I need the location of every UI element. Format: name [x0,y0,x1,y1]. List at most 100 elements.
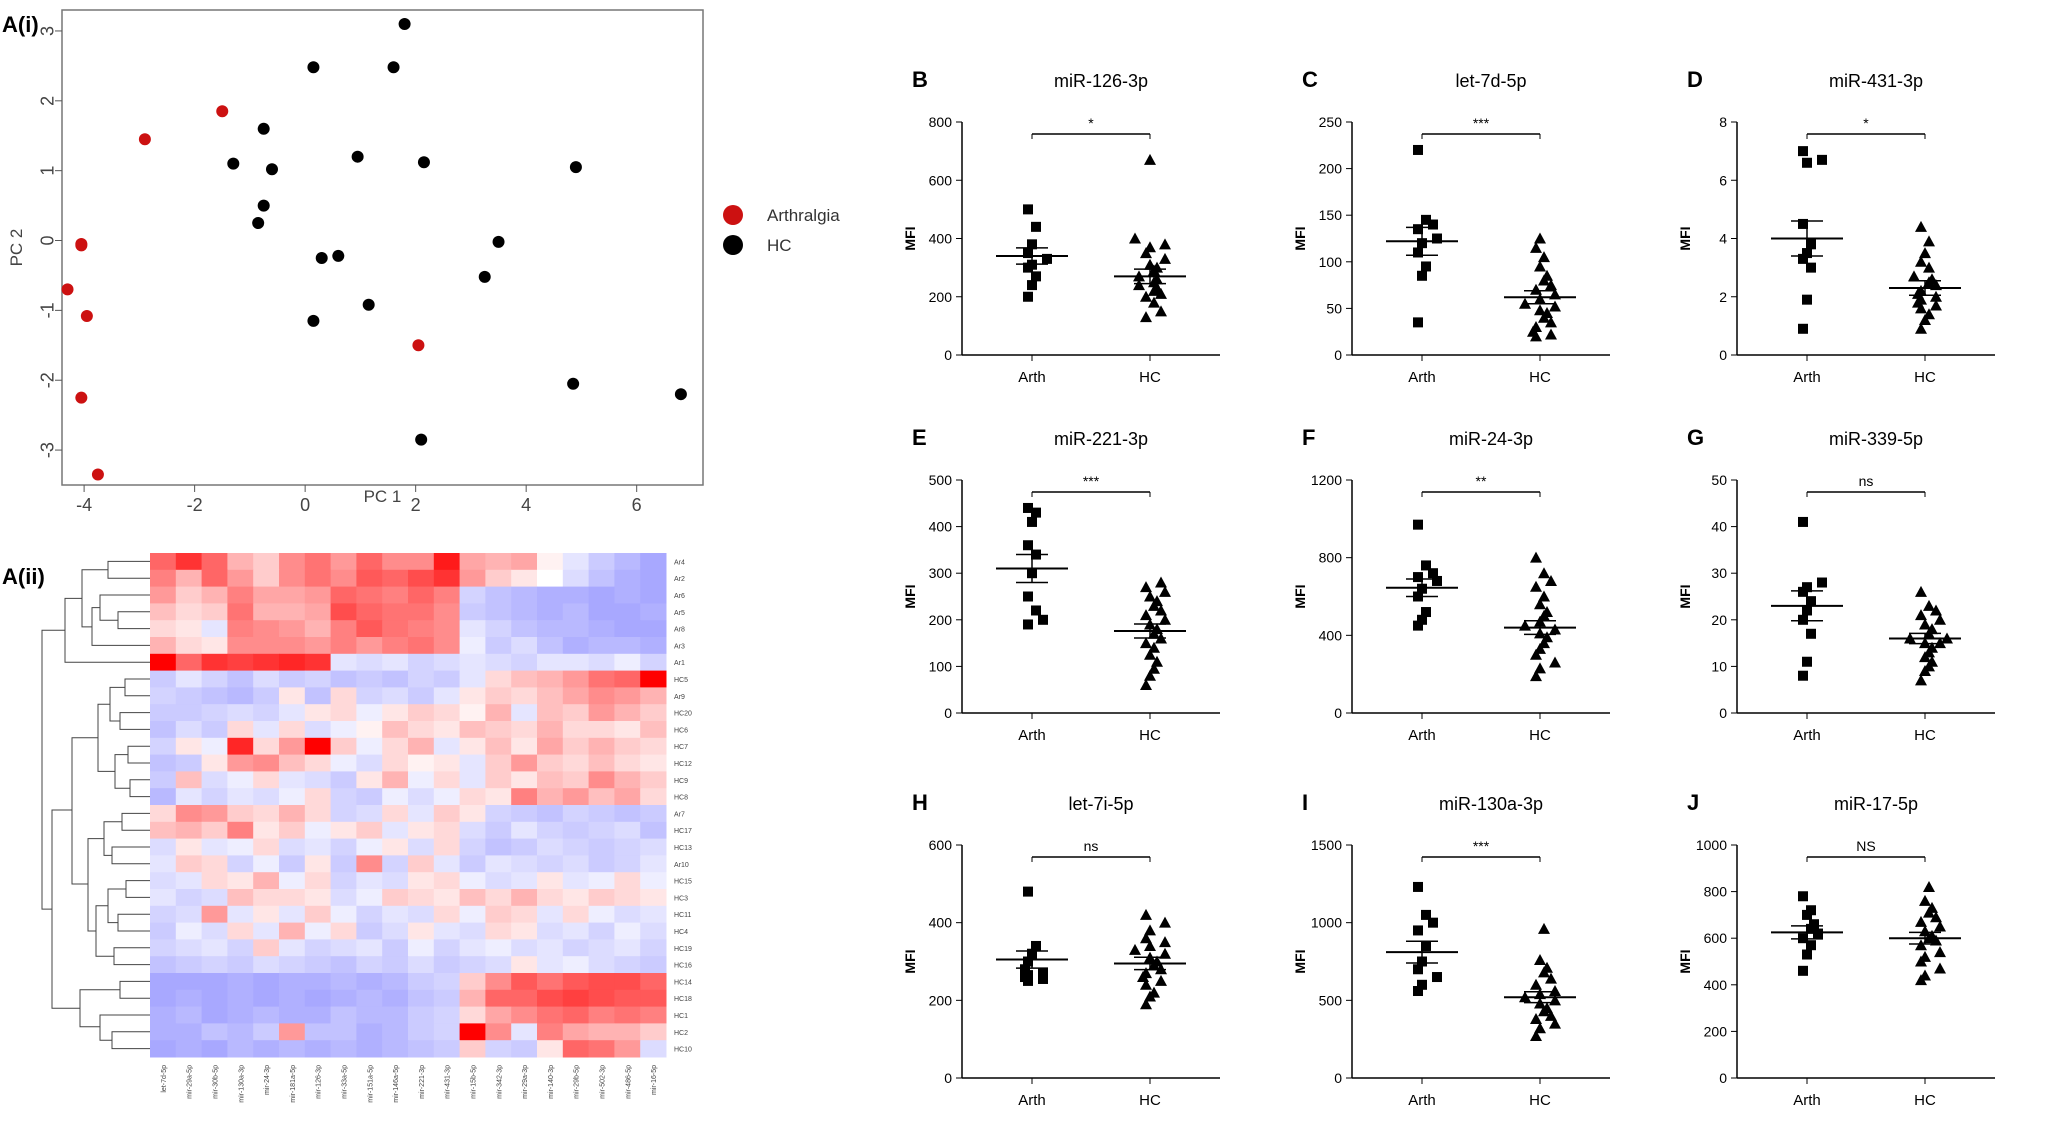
heatmap-cell [227,905,254,924]
heatmap-cell [511,838,538,856]
heatmap-cell [614,1023,641,1041]
heatmap-cell [485,855,512,873]
heatmap-cell [330,737,357,756]
y-tick-label: 0 [944,1070,952,1086]
heatmap-cell [511,872,538,890]
y-axis-label: MFI [902,226,918,250]
data-point-hc [1148,641,1160,653]
dendrogram-branch [99,1014,150,1041]
y-tick-label: 8 [1719,114,1727,130]
heatmap-cell [253,821,280,840]
heatmap-cell [485,1023,512,1041]
heatmap-cell [227,872,254,890]
heatmap-cell [433,872,461,890]
heatmap-cell [201,603,228,621]
data-point-arth [1798,253,1808,264]
heatmap-cell [433,905,461,924]
data-point-hc [1934,920,1946,932]
heatmap-cell [356,754,383,772]
heatmap-cell [356,771,383,789]
heatmap-cell [227,805,254,823]
data-point-hc [1541,606,1553,618]
y-tick-label: 400 [929,915,953,931]
heatmap-cell [459,872,486,890]
heatmap-cell [485,838,512,856]
heatmap-cell [408,889,435,907]
data-point-hc [1538,922,1550,934]
heatmap-cell [408,737,435,756]
heatmap-cell [640,670,667,688]
data-point-hc [1155,287,1167,299]
x-tick-label: 4 [521,495,531,515]
heatmap-cell [640,973,667,991]
heatmap-cell [304,737,332,756]
data-point-arth [1798,891,1808,902]
heatmap-column-label: mir-126-3p [316,1065,323,1099]
data-point-hc [1140,998,1152,1010]
data-point-arth [1432,233,1442,244]
heatmap-cell [330,855,357,873]
data-point-arth [1817,577,1827,588]
heatmap-cell [279,721,306,739]
heatmap-cell [588,872,615,890]
data-point-hc [1915,284,1927,296]
heatmap-cell [304,788,332,806]
heatmap-cell [459,603,486,621]
heatmap-cell [614,788,641,806]
heatmap-cell [356,586,383,604]
heatmap-row-label: HC4 [674,929,688,936]
pca-point-arthralgia [216,105,229,118]
data-point-hc [1129,232,1141,244]
heatmap-cell [201,788,228,806]
data-point-arth [1031,940,1041,951]
heatmap-cell [459,586,486,604]
data-point-hc [1530,648,1542,660]
heatmap-cell [382,637,409,655]
heatmap-cell [382,788,409,806]
heatmap-cell [537,838,564,856]
plot-title: miR-24-3p [1449,429,1533,449]
heatmap-row-label: HC16 [674,963,692,970]
data-point-hc [1915,293,1927,305]
heatmap-cell [588,855,615,873]
data-point-arth [1023,502,1033,513]
data-point-arth [1432,972,1442,983]
pca-point-hc [307,61,320,74]
heatmap-cell [227,603,254,621]
heatmap-cell [562,687,590,705]
heatmap-cell [485,553,512,571]
heatmap-cell [150,754,177,772]
heatmap-cell [356,788,383,806]
y-tick-label: 600 [1704,930,1728,946]
pca-point-arthralgia [138,133,151,146]
heatmap-cell [279,1023,306,1041]
data-point-arth [1798,516,1808,527]
y-tick-label: 30 [1711,565,1727,581]
heatmap-cell [356,872,383,890]
heatmap-cell [175,788,203,806]
pca-point-arthralgia [412,339,425,352]
x-tick-label: Arth [1408,1092,1436,1109]
heatmap-cell [562,771,590,789]
data-point-hc [1144,258,1156,270]
heatmap-cell [433,855,461,873]
dendrogram-branch [113,947,150,966]
heatmap-cell [408,637,435,655]
data-point-hc [1915,609,1927,621]
heatmap-cell [356,905,383,924]
heatmap-cell [201,1023,228,1041]
heatmap-cell [588,1006,615,1024]
heatmap-cell [175,905,203,924]
heatmap-cell [562,553,590,571]
heatmap-cell [253,1006,280,1024]
heatmap-cell [150,704,177,722]
heatmap-cell [279,569,306,588]
data-point-hc [1926,623,1938,635]
y-tick-label: 250 [1319,114,1343,130]
heatmap-cell [304,855,332,873]
heatmap-cell [588,771,615,789]
y-tick-label: 1000 [1311,915,1342,931]
heatmap-cell [433,737,461,756]
